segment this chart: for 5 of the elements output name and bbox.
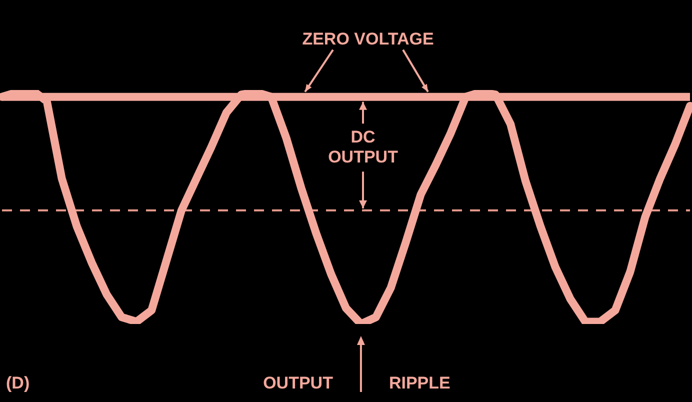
text: RIPPLE [388,374,450,393]
text: OUTPUT [263,374,334,393]
ref-line-label: ZERO VOLTAGE [302,30,434,49]
text: (D) [6,374,30,393]
annotation: DC OUTPUT [328,127,399,166]
